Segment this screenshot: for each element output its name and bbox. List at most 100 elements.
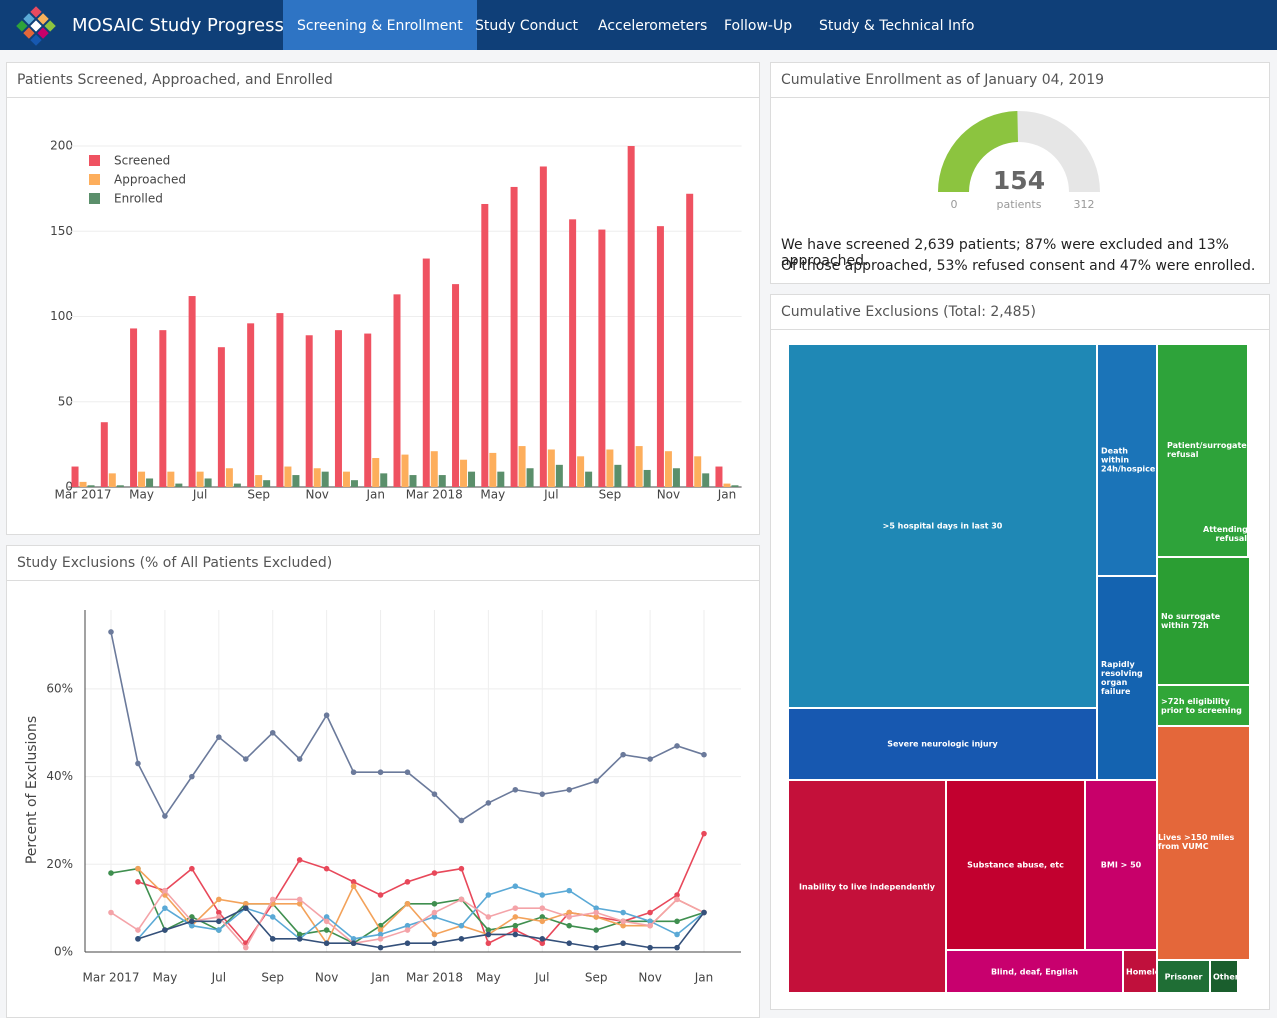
bar bbox=[284, 466, 292, 487]
point bbox=[296, 931, 303, 938]
treemap-cell: Severe neurologic injury bbox=[788, 708, 1097, 780]
point bbox=[350, 940, 357, 947]
point bbox=[162, 813, 168, 819]
treemap-label: >5 hospital days in last 30 bbox=[882, 521, 1003, 531]
summary-text: We have screened 2,639 patients; 87% wer… bbox=[781, 237, 1229, 269]
point bbox=[377, 931, 384, 938]
point bbox=[512, 922, 519, 929]
treemap-label: Blind, deaf, English bbox=[990, 967, 1079, 976]
x-tick-label: May bbox=[480, 488, 505, 502]
point bbox=[377, 944, 384, 951]
point bbox=[404, 927, 411, 933]
point bbox=[485, 914, 492, 920]
bar bbox=[577, 456, 585, 487]
point bbox=[674, 896, 680, 903]
bar bbox=[334, 330, 342, 487]
point bbox=[566, 909, 573, 916]
point bbox=[431, 940, 438, 947]
point bbox=[323, 712, 330, 719]
brand[interactable]: MOSAIC Study Progress bbox=[72, 15, 284, 36]
bar bbox=[159, 330, 167, 487]
nav-tab[interactable]: Accelerometers bbox=[598, 18, 708, 34]
x-tick-label: Mar 2017 bbox=[83, 971, 140, 985]
bar bbox=[188, 296, 196, 487]
bar bbox=[686, 193, 694, 487]
point bbox=[404, 922, 411, 929]
series-line bbox=[137, 907, 705, 949]
point bbox=[323, 927, 330, 933]
point bbox=[216, 896, 222, 903]
x-tick-label: Jul bbox=[192, 488, 207, 502]
point bbox=[539, 918, 546, 925]
point bbox=[216, 734, 222, 740]
treemap-label: BMI > 50 bbox=[1100, 860, 1142, 870]
bar bbox=[518, 446, 526, 487]
y-tick-label: 20% bbox=[46, 857, 73, 871]
treemap-cell: BMI > 50 bbox=[1085, 780, 1157, 950]
x-tick-label: Sep bbox=[247, 488, 270, 502]
point bbox=[512, 931, 519, 938]
x-tick-label: Jan bbox=[717, 488, 737, 502]
point bbox=[431, 791, 438, 797]
point bbox=[135, 927, 141, 933]
panel-title: Cumulative Enrollment as of January 04, … bbox=[771, 63, 1269, 98]
x-tick-label: Nov bbox=[657, 488, 680, 502]
point bbox=[404, 769, 411, 776]
x-tick-label: Jan bbox=[370, 971, 390, 985]
point bbox=[323, 914, 330, 920]
treemap-label: Lives >150 miles from VUMC bbox=[1158, 833, 1235, 851]
point bbox=[323, 865, 330, 872]
treemap-label: Severe neurologic injury bbox=[887, 739, 998, 749]
bar bbox=[409, 475, 417, 487]
point bbox=[377, 769, 384, 776]
point bbox=[485, 800, 492, 806]
point bbox=[512, 905, 519, 911]
y-tick-label: 0% bbox=[54, 945, 73, 959]
treemap-cell: Prisoner bbox=[1157, 960, 1210, 993]
bar bbox=[715, 466, 723, 487]
point bbox=[620, 922, 626, 929]
point bbox=[593, 927, 599, 933]
bar bbox=[313, 468, 321, 487]
bar bbox=[598, 229, 606, 487]
point bbox=[593, 778, 599, 784]
bar bbox=[539, 166, 547, 488]
point bbox=[458, 817, 465, 824]
point bbox=[539, 914, 546, 920]
point bbox=[296, 756, 303, 762]
treemap-label: Attending refusal bbox=[1203, 525, 1248, 543]
point bbox=[620, 751, 626, 758]
point bbox=[269, 896, 276, 903]
treemap-cell: Substance abuse, etc bbox=[946, 780, 1085, 950]
x-tick-label: Jul bbox=[543, 488, 558, 502]
point bbox=[323, 918, 330, 925]
nav-tab[interactable]: Study Conduct bbox=[475, 18, 579, 34]
point bbox=[674, 743, 680, 749]
point bbox=[431, 900, 438, 907]
y-axis-title: Percent of Exclusions bbox=[24, 716, 40, 864]
point bbox=[323, 940, 330, 947]
nav-tab[interactable]: Study & Technical Info bbox=[819, 18, 975, 34]
legend-swatch bbox=[89, 155, 100, 166]
bar bbox=[656, 226, 664, 487]
bar bbox=[167, 471, 175, 487]
panel-title: Patients Screened, Approached, and Enrol… bbox=[7, 63, 759, 98]
point bbox=[404, 900, 411, 907]
bar bbox=[108, 473, 116, 487]
bar bbox=[321, 471, 329, 487]
bar bbox=[614, 464, 622, 487]
nav-tab[interactable]: Follow-Up bbox=[724, 18, 793, 34]
treemap-cell: Other bbox=[1210, 960, 1239, 993]
nav-tab[interactable]: Screening & Enrollment bbox=[283, 0, 477, 50]
point bbox=[593, 909, 599, 916]
treemap-cell: >72h eligibility prior to screening bbox=[1157, 685, 1250, 726]
bar bbox=[233, 483, 241, 487]
point bbox=[350, 936, 357, 942]
point bbox=[269, 936, 276, 942]
bar bbox=[138, 471, 146, 487]
point bbox=[566, 786, 573, 793]
gauge-max: 312 bbox=[1074, 198, 1095, 211]
treemap-label: Other bbox=[1213, 972, 1239, 981]
bar bbox=[438, 475, 446, 487]
